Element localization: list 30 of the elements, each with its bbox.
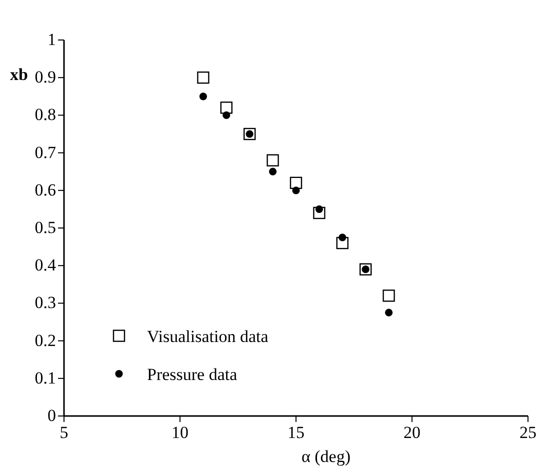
point [220, 102, 232, 114]
point [199, 92, 207, 100]
point [269, 168, 277, 176]
point [338, 234, 346, 242]
x-tick-label: 15 [288, 423, 304, 442]
y-tick-label: 0.1 [34, 368, 56, 388]
x-tick-label: 20 [404, 423, 420, 442]
x-tick-label: 5 [60, 423, 68, 442]
y-tick-label: 0 [48, 406, 56, 425]
y-tick-label: 0.7 [34, 142, 56, 162]
point [266, 154, 279, 166]
y-tick-label: 0.2 [34, 330, 56, 350]
legend-label: Visualisation data [147, 326, 269, 346]
y-tick-label: 0.8 [34, 105, 56, 124]
y-tick-label: 0.4 [34, 256, 56, 275]
y-tick-label: 0.3 [34, 293, 56, 312]
x-axis-title: α (deg) [301, 447, 351, 466]
point [222, 111, 230, 119]
point [385, 308, 393, 316]
y-tick-label: 1 [48, 30, 56, 49]
point [292, 186, 300, 194]
x-tick-label: 10 [172, 423, 188, 442]
x-tick-label: 25 [520, 423, 536, 442]
y-tick-label: 0.6 [34, 180, 56, 200]
y-axis-title: xb [10, 65, 28, 84]
point [197, 72, 210, 84]
point [382, 290, 395, 302]
y-tick-label: 0.5 [34, 218, 56, 237]
legend-label: Pressure data [147, 364, 238, 384]
y-tick-label: 0.9 [34, 68, 56, 87]
